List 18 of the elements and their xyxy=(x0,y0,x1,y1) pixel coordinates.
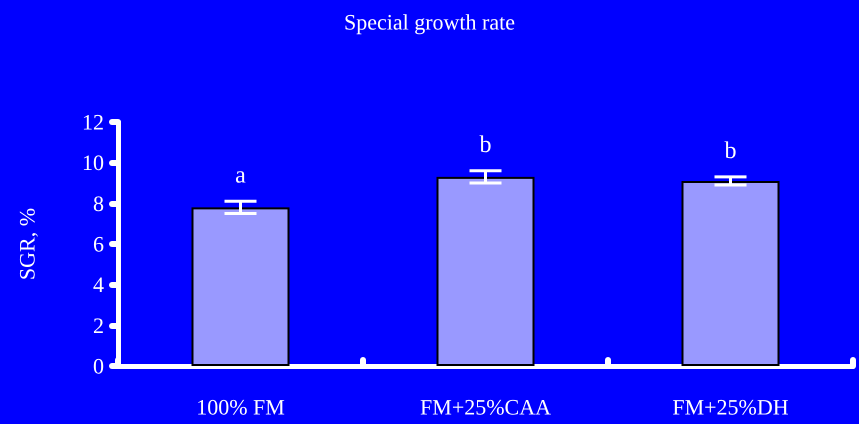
y-tick-label: 10 xyxy=(82,150,104,176)
y-tick-label: 2 xyxy=(93,312,104,338)
x-tick-label: FM+25%CAA xyxy=(420,394,552,420)
x-tick-label: 100% FM xyxy=(196,394,285,420)
y-tick-label: 0 xyxy=(93,354,104,378)
annotation: a xyxy=(235,162,246,188)
annotation: b xyxy=(724,138,736,164)
bar xyxy=(682,180,780,366)
x-tick-label: FM+25%DH xyxy=(672,394,789,420)
y-tick-label: 4 xyxy=(93,272,104,298)
chart-title: Special growth rate xyxy=(344,10,516,34)
annotation: b xyxy=(480,132,492,158)
bar xyxy=(192,207,290,366)
y-tick-label: 8 xyxy=(93,190,104,216)
y-tick-label: 12 xyxy=(82,110,104,134)
y-tick-label: 6 xyxy=(93,232,104,256)
y-axis-title: SGR, % xyxy=(14,208,40,280)
bar xyxy=(436,176,534,366)
